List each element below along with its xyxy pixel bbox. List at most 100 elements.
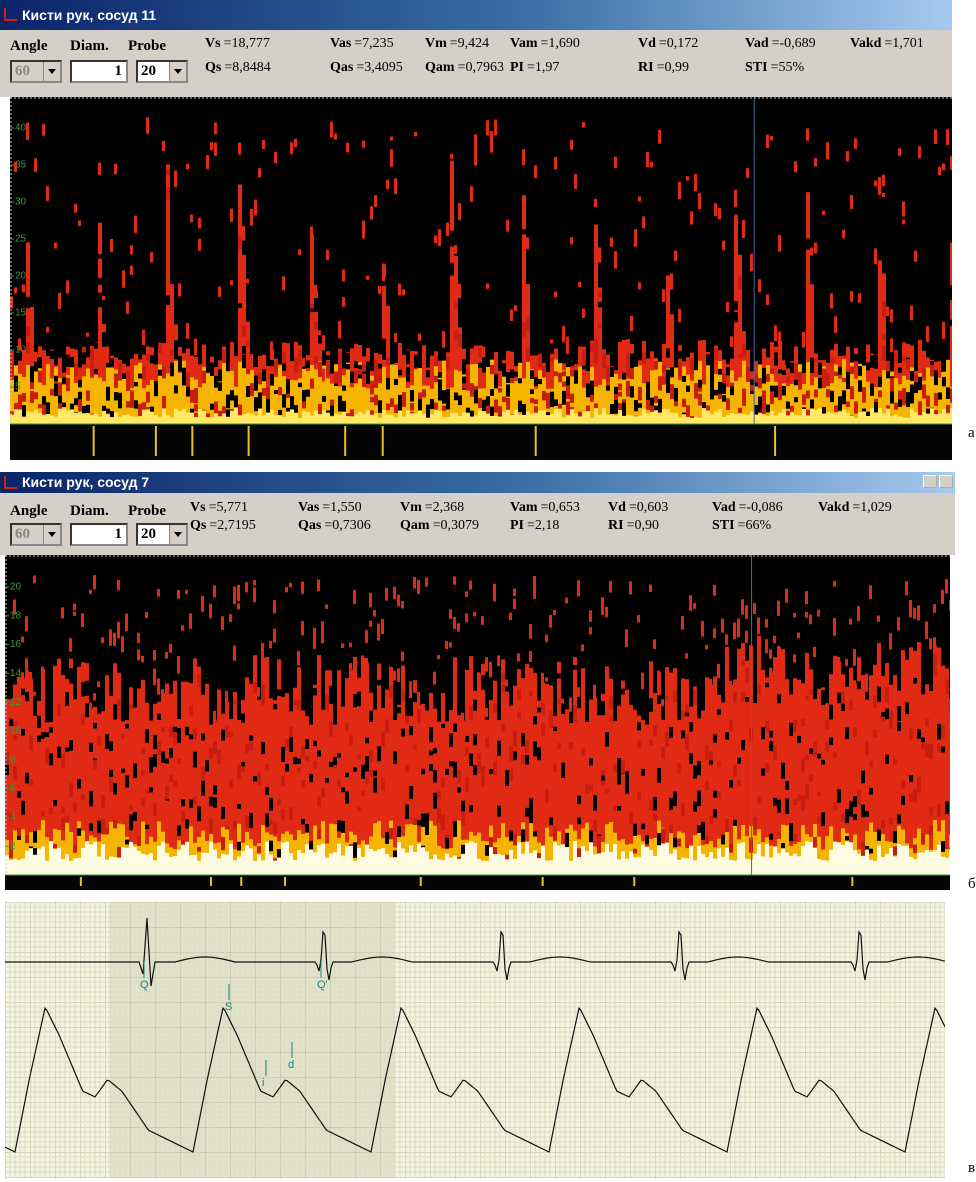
- spectrum-gap: [337, 820, 341, 831]
- spectrum-gap: [946, 405, 950, 413]
- spectrum-bright: [218, 416, 222, 424]
- spectrum-gap: [78, 399, 82, 413]
- spectrum-bright: [418, 410, 422, 424]
- spectrum-gap: [166, 295, 170, 305]
- spectrum-gap: [902, 398, 906, 405]
- spectrum-gap: [93, 760, 97, 770]
- spectrum-bright: [694, 417, 698, 424]
- spectrum-gap: [417, 717, 421, 721]
- spectrum-speck: [201, 596, 204, 612]
- spectrum-gap: [201, 767, 205, 781]
- spectrum-gap: [354, 371, 358, 383]
- spectrum-bright: [342, 412, 346, 424]
- minimize-button[interactable]: [923, 475, 937, 488]
- measurement-label: Vd: [608, 500, 626, 515]
- spectrum-speck: [569, 698, 572, 712]
- spectrum-gap: [806, 238, 810, 249]
- spectrum-bright: [426, 418, 430, 424]
- spectrum-gap: [550, 392, 554, 407]
- spectrum-gap: [197, 674, 201, 687]
- spectrum-gap: [501, 684, 505, 692]
- spectrum-gap: [777, 694, 781, 703]
- spectrum-gap: [846, 372, 850, 383]
- spectrum-gap: [46, 402, 50, 416]
- spectrum-speck: [189, 613, 192, 628]
- spectrum-speck: [577, 687, 580, 697]
- spectrum-gap: [677, 838, 681, 846]
- spectrum-gap: [241, 766, 245, 772]
- spectrum-gap: [374, 374, 378, 388]
- spectrum-gap: [66, 378, 70, 391]
- spectrum-gap: [777, 831, 781, 835]
- spectrum-gap: [685, 704, 689, 713]
- spectrum-gap: [621, 760, 625, 774]
- spectrum-bright: [834, 413, 838, 424]
- spectrum-gap: [385, 832, 389, 844]
- measurement: Vd=0,172: [638, 36, 698, 52]
- spectrum-gap: [717, 791, 721, 798]
- diam-input[interactable]: 1: [70, 60, 128, 83]
- spectrum-speck: [230, 280, 233, 285]
- spectrum-gap: [553, 727, 557, 731]
- spectrum-speck: [174, 171, 177, 187]
- spectrum-gap: [530, 370, 534, 379]
- spectrum-bright: [358, 412, 362, 424]
- spectrum-gap: [342, 385, 346, 390]
- maximize-button[interactable]: [939, 475, 953, 488]
- spectrum-bright: [950, 408, 952, 424]
- spectrum-gap: [381, 732, 385, 747]
- spectrum-speck: [233, 587, 236, 604]
- spectrum-gap: [790, 406, 794, 412]
- spectrum-bright: [178, 411, 182, 424]
- spectrum-gap: [558, 373, 562, 383]
- spectrum-bright: [458, 416, 462, 424]
- spectrum-bright: [438, 411, 442, 424]
- spectrum-gap: [630, 368, 634, 379]
- spectrum-bright: [325, 858, 329, 875]
- spectrum-gap: [409, 726, 413, 735]
- spectrum-gap: [461, 810, 465, 825]
- spectrum-speck: [898, 148, 901, 156]
- probe-select[interactable]: 20: [136, 523, 188, 546]
- spectrum-speck: [242, 226, 245, 241]
- spectrum-speck: [169, 644, 172, 653]
- spectrum-bright: [50, 416, 54, 424]
- probe-select[interactable]: 20: [136, 60, 188, 83]
- spectrum-gap: [502, 397, 506, 403]
- spectrum-bright: [757, 844, 761, 875]
- spectrum-bright: [762, 415, 766, 424]
- spectrum-bright: [350, 416, 354, 424]
- spectrum-speck: [598, 247, 601, 262]
- spectrum-speck: [261, 652, 264, 661]
- spectrum-speck: [889, 633, 892, 649]
- spectrum-gap: [465, 736, 469, 742]
- spectrum-speck: [685, 653, 688, 659]
- spectrum-gap: [733, 692, 737, 704]
- spectrum-bright: [186, 413, 190, 424]
- spectrum-gap: [689, 753, 693, 764]
- spectrum-speck: [526, 237, 529, 249]
- spectrum-bright: [301, 853, 305, 875]
- spectrum-gap: [762, 368, 766, 384]
- spectrum-speck: [769, 668, 772, 686]
- spectrum-gap: [193, 752, 197, 768]
- spectrum-gap: [589, 785, 593, 791]
- spectrum-speck: [326, 250, 329, 260]
- spectrum-gap: [922, 369, 926, 377]
- spectrum-speck: [938, 361, 941, 378]
- spectrum-gap: [394, 405, 398, 413]
- spectrum-gap: [778, 369, 782, 373]
- spectrum-bright: [121, 847, 125, 875]
- spectrum-gap: [469, 706, 473, 719]
- spectrum-bright: [853, 850, 857, 875]
- spectrum-gap: [289, 807, 293, 820]
- diam-input[interactable]: 1: [70, 523, 128, 546]
- spectrum-speck: [582, 309, 585, 318]
- spectrum-bright: [734, 414, 738, 424]
- spectrum-bright: [202, 411, 206, 424]
- spectrum-bright: [169, 857, 173, 875]
- spectrum-gap: [485, 738, 489, 749]
- spectrum-gap: [930, 365, 934, 377]
- spectrum-gap: [717, 761, 721, 766]
- spectrum-gap: [801, 795, 805, 811]
